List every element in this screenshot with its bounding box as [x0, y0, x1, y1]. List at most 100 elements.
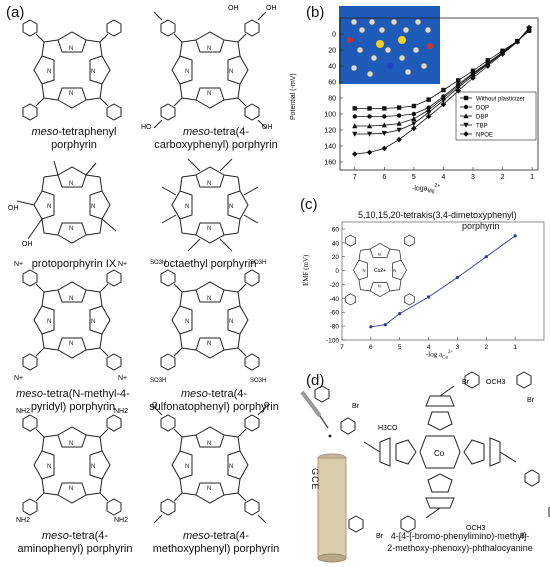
chart-b-ytick-label: 140	[324, 144, 336, 151]
chart-c-ytick-label: -40	[330, 296, 340, 303]
label-so3h-2: SO3H	[250, 260, 266, 266]
chart-c-point	[369, 325, 373, 329]
chart-c-ytick-label: 60	[332, 226, 340, 233]
chart-c-point	[513, 234, 517, 238]
chart-b-point	[396, 105, 402, 110]
label-nplus-1: N+	[14, 261, 23, 268]
mol-tetraphenyl	[22, 19, 122, 121]
inset-cu-label: Cu2+	[374, 268, 386, 274]
chart-b-legend-marker	[463, 104, 469, 110]
chart-b-point	[367, 114, 372, 119]
chart-b-ylabel: Potential (-mV)	[290, 73, 297, 120]
caption-octaethyl: octaethyl porphyrin	[163, 258, 257, 270]
inset-molecule-balls	[350, 18, 432, 78]
label-nh2-2: NH2	[114, 408, 128, 415]
chart-c-title-line2: porphyrin	[462, 221, 500, 231]
mol-methoxyphenyl	[153, 406, 267, 524]
chart-c-ytick-label: 20	[332, 254, 340, 261]
chart-b-point	[382, 114, 387, 119]
panel-b-label: (b)	[306, 4, 325, 21]
inset-molecule-image	[339, 6, 440, 84]
label-oh-1: OH	[228, 5, 239, 12]
chart-c-xtick-label: 4	[427, 344, 431, 351]
chart-c-frame	[341, 221, 545, 341]
chart-c-xlabel: -log aCu2+	[426, 350, 454, 361]
chart-b-legend-label: Without plasticizer	[476, 96, 525, 102]
chart-b-point	[485, 58, 490, 63]
chart-b-point	[411, 121, 417, 127]
chart-b-xlabel: -logaMg2+	[412, 183, 441, 195]
chart-b-point	[366, 149, 373, 156]
chart-b-point	[381, 122, 387, 128]
panel-a-label: (a)	[6, 4, 25, 21]
chart-b-legend-marker	[463, 113, 469, 119]
label-nplus-4: N+	[118, 375, 127, 382]
label-oh-proto: OH	[8, 205, 19, 212]
chart-b-xtick-label: 2	[501, 174, 505, 181]
chart-b-ytick-label: 80	[328, 96, 336, 103]
label-br-5: Br	[520, 533, 528, 540]
label-nplus-3: N+	[14, 375, 23, 382]
chart-b-point	[352, 114, 357, 119]
chart-c-ylabel: EMF (mV)	[302, 254, 310, 286]
chart-b-ytick-label: 20	[328, 48, 336, 55]
chart-b-point	[456, 78, 461, 83]
caption-methylpyridyl: meso-tetra(N-methyl-4- pyridyl) porphyrin	[16, 388, 130, 413]
label-oh-3: OH	[262, 124, 273, 131]
chart-c-xtick-label: 1	[513, 344, 517, 351]
label-so3h-1: SO3H	[150, 260, 166, 266]
electrode-gce-label: GCE	[310, 468, 320, 491]
caption-tetraphenyl: meso-tetraphenyl porphyrin	[31, 126, 117, 151]
label-nh2-1: NH2	[16, 408, 30, 415]
chart-b-xtick-label: 1	[530, 174, 534, 181]
chart-c-point	[455, 275, 460, 280]
chart-b-point	[366, 123, 373, 129]
chart-b-point	[425, 113, 432, 120]
label-so3h-3: SO3H	[150, 378, 166, 384]
chart-b-point	[499, 51, 506, 57]
chart-b-point	[411, 116, 417, 121]
panel-d-label: (d)	[306, 372, 325, 389]
chart-b-legend-label: DBP	[476, 114, 488, 120]
label-h3co: H3CO	[378, 425, 398, 432]
chart-b-point	[352, 106, 357, 111]
label-och3-1: OCH3	[486, 379, 506, 386]
chart-b-legend-marker	[463, 122, 469, 128]
chart-b-legend-marker	[463, 95, 469, 101]
label-br-1: Br	[462, 379, 470, 386]
chart-b-legend-label: TBP	[476, 123, 488, 129]
chart-b-point	[351, 151, 358, 157]
inset-oxygen-1	[347, 37, 353, 43]
chart-b-point	[381, 131, 387, 136]
chart-b-ytick-label: 120	[324, 128, 336, 135]
chart-b-ytick-label: 40	[328, 64, 336, 71]
chart-b-point	[484, 63, 491, 69]
caption-sulfonatophenyl: meso-tetra(4- sulfonatophenyl) porphyrin	[149, 388, 279, 413]
panel-a-structures: N N N N OH OH HO OH O	[8, 5, 277, 524]
chart-c-point	[426, 295, 431, 299]
chart-b-ytick-label: 60	[328, 80, 336, 87]
chart-c-ytick-label: -20	[330, 282, 340, 289]
caption-carboxyphenyl: meso-tetra(4- carboxyphenyl) porphyrin	[154, 126, 278, 151]
chart-b-legend-box	[455, 91, 537, 141]
chart-b-xtick-label: 3	[471, 174, 475, 181]
chart-c-xtick-label: 6	[369, 344, 373, 351]
chart-c-xtick-label: 2	[484, 344, 488, 351]
chart-c-point	[484, 255, 488, 259]
chart-b-ytick-label: 0	[332, 32, 336, 39]
chart-b-point	[382, 106, 387, 111]
chart-b-point	[396, 113, 402, 118]
chart-b-ytick-label: 100	[324, 112, 336, 119]
inset-oxygen-2	[427, 43, 433, 49]
chart-b-xtick-label: 4	[441, 174, 445, 181]
chart-c-xtick-label: 7	[340, 344, 344, 351]
inset-nitrogen	[387, 63, 393, 69]
label-br-3: Br	[352, 403, 360, 410]
caption-protoporphyrin: protoporphyrin IX	[31, 258, 117, 270]
chart-c-ytick-label: -80	[330, 324, 340, 331]
label-co: Co	[434, 449, 445, 458]
pipette-icon	[300, 390, 322, 418]
chart-b-point	[441, 87, 446, 93]
label-br-4: Br	[376, 533, 384, 540]
